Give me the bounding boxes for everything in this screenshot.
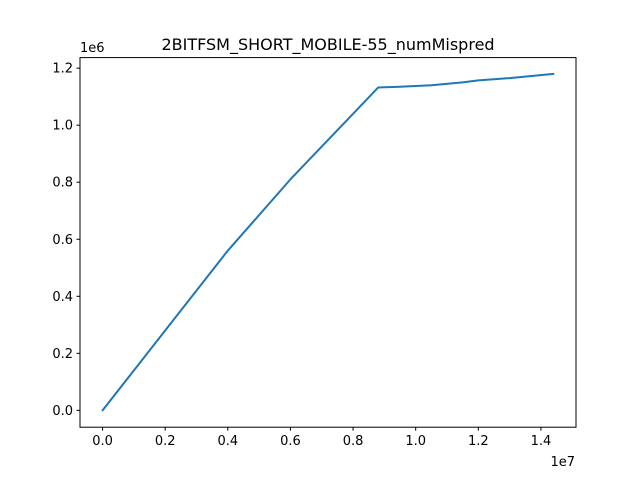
- plot-area-frame: [79, 57, 577, 428]
- x-tick-label: 0.4: [217, 434, 238, 449]
- x-tick-label: 0.2: [155, 434, 176, 449]
- x-tick-label: 1.2: [468, 434, 489, 449]
- y-tick-label: 0.6: [52, 233, 73, 248]
- x-tick-label: 1.0: [405, 434, 426, 449]
- y-tick-label: 0.0: [52, 404, 73, 419]
- y-tick-label: 1.2: [52, 62, 73, 77]
- x-axis-ticks: 0.0 0.2 0.4 0.6 0.8 1.0 1.2 1.4: [92, 427, 551, 449]
- x-tick-label: 0.8: [343, 434, 364, 449]
- y-axis-offset-label: 1e6: [80, 41, 105, 56]
- x-axis-offset-label: 1e7: [550, 455, 575, 470]
- chart-title: 2BITFSM_SHORT_MOBILE-55_numMispred: [161, 35, 494, 55]
- y-axis-ticks: 0.0 0.2 0.4 0.6 0.8 1.0 1.2: [52, 62, 80, 419]
- x-tick-label: 0.0: [92, 434, 113, 449]
- series-line: [101, 72, 555, 412]
- y-tick-label: 0.4: [52, 290, 73, 305]
- x-tick-label: 0.6: [280, 434, 301, 449]
- y-tick-label: 1.0: [52, 119, 73, 134]
- x-tick-label: 1.4: [531, 434, 552, 449]
- y-tick-label: 0.8: [52, 176, 73, 191]
- y-tick-label: 0.2: [52, 347, 73, 362]
